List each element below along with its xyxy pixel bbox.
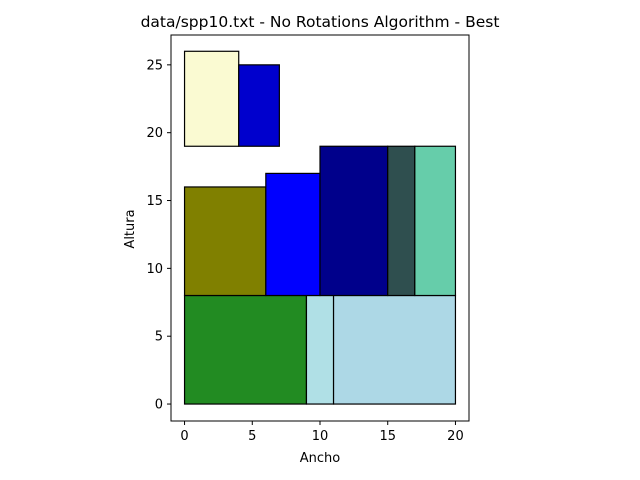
packed-rectangle-3 bbox=[332, 294, 457, 405]
packed-rectangle-2 bbox=[305, 294, 335, 405]
packed-rectangle-8 bbox=[414, 145, 457, 297]
x-tick-label: 0 bbox=[180, 429, 188, 444]
x-tick-label: 15 bbox=[379, 429, 396, 444]
y-tick-label: 10 bbox=[146, 262, 163, 277]
y-tick-label: 20 bbox=[146, 126, 163, 141]
y-tick-label: 0 bbox=[155, 398, 163, 413]
x-axis-ticks: 0 5 10 15 20 bbox=[180, 421, 464, 444]
x-tick-label: 5 bbox=[248, 429, 256, 444]
x-tick-label: 20 bbox=[447, 429, 464, 444]
packed-rectangle-6 bbox=[319, 145, 389, 297]
y-axis-label: Altura bbox=[123, 209, 138, 248]
chart-title: data/spp10.txt - No Rotations Algorithm … bbox=[141, 13, 500, 31]
x-axis-label: Ancho bbox=[300, 451, 341, 466]
packed-rectangle-4 bbox=[183, 186, 267, 297]
rectangles-layer bbox=[183, 50, 457, 405]
plot-area: 0 5 10 15 20 0 5 10 15 20 25 bbox=[146, 34, 470, 444]
packed-rectangle-5 bbox=[265, 172, 321, 297]
packed-rectangle-7 bbox=[387, 145, 416, 297]
packed-rectangle-9 bbox=[183, 50, 240, 147]
y-tick-label: 15 bbox=[146, 194, 163, 209]
y-axis-ticks: 0 5 10 15 20 25 bbox=[146, 58, 171, 413]
x-tick-label: 10 bbox=[312, 429, 329, 444]
y-tick-label: 5 bbox=[155, 330, 163, 345]
y-tick-label: 25 bbox=[146, 58, 163, 73]
packed-rectangle-10 bbox=[238, 64, 280, 147]
packed-rectangle-1 bbox=[183, 294, 308, 405]
